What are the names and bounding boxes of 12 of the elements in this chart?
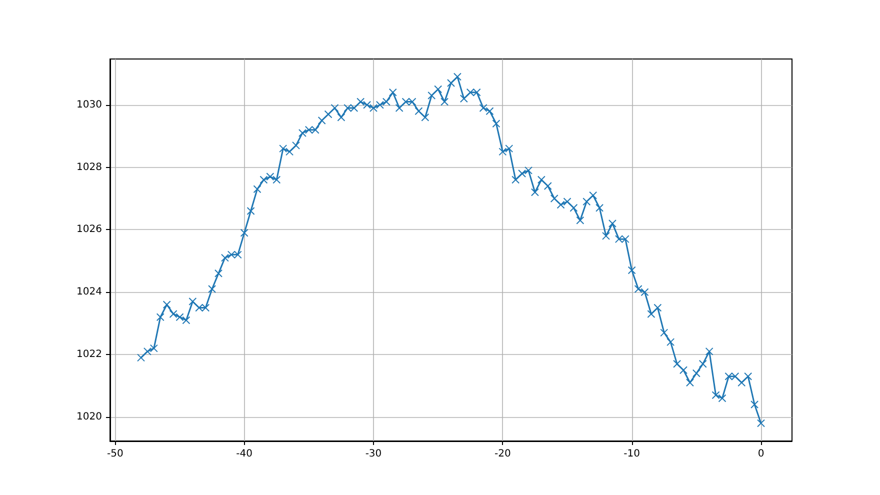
y-tick-label: 1028 [76, 162, 102, 173]
y-tick-label: 1022 [76, 349, 102, 360]
y-tick-label: 1030 [76, 99, 102, 110]
x-tick-label: -10 [624, 448, 640, 460]
y-tick-label: 1020 [76, 411, 102, 422]
x-tick-label: -50 [106, 448, 124, 460]
x-tick-label: 0 [758, 448, 764, 460]
x-tick-label: -40 [236, 448, 253, 460]
x-tick-label: -30 [365, 448, 382, 460]
y-tick-label: 1026 [76, 224, 102, 236]
x-tick-label: -20 [494, 448, 511, 460]
y-tick-label: 1024 [76, 286, 102, 298]
